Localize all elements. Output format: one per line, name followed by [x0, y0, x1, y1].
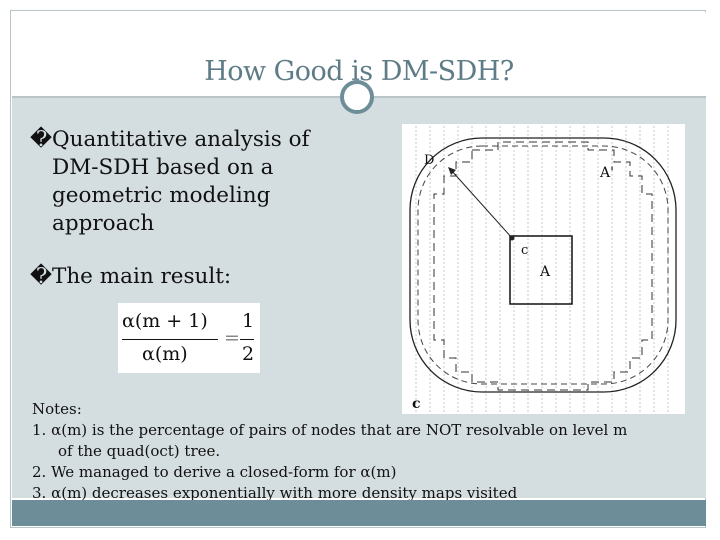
outer-boundary-shape	[409, 137, 677, 393]
bullet-main-result: �The main result:	[30, 263, 231, 291]
note-number: 2.	[32, 463, 47, 481]
bullet-text: geometric modeling	[52, 183, 271, 208]
label-c: c	[412, 396, 421, 412]
note-text: α(m) decreases exponentially with more d…	[51, 484, 518, 502]
stepped-region-outline	[433, 141, 653, 391]
bullet-text: Quantitative analysis of	[52, 127, 310, 152]
formula-numerator: α(m + 1)	[122, 310, 208, 332]
formula-denominator: α(m)	[142, 343, 188, 365]
note-continuation: of the quad(oct) tree.	[58, 442, 221, 460]
cell-a-box	[509, 235, 573, 305]
distance-line	[450, 169, 513, 239]
label-a: A	[539, 264, 551, 280]
geometric-model-diagram: D A' c A c	[409, 126, 677, 412]
formula-equals: =	[224, 327, 240, 349]
bullet-glyph-icon: �	[30, 264, 53, 289]
bullet-quantitative-analysis: �Quantitative analysis of DM-SDH based o…	[30, 126, 310, 238]
arrowhead-icon	[448, 167, 456, 175]
bullet-glyph-icon: �	[30, 127, 53, 152]
bullet-text: DM-SDH based on a	[52, 155, 274, 180]
note-number: 3.	[32, 484, 47, 502]
notes-item-1: 1. α(m) is the percentage of pairs of no…	[32, 420, 627, 441]
footer-bar	[12, 500, 706, 526]
corner-point	[509, 235, 515, 241]
notes-item-2: 2. We managed to derive a closed-form fo…	[32, 462, 627, 483]
label-a-prime: A'	[599, 165, 614, 181]
geometric-model-figure: D A' c A c	[402, 124, 685, 414]
bullet-text: approach	[52, 211, 155, 236]
formula-rhs-fraction-bar	[240, 339, 254, 340]
formula-main-result: α(m + 1) α(m) = 1 2	[118, 303, 260, 373]
formula-fraction-bar	[122, 339, 218, 340]
note-text: We managed to derive a closed-form for α…	[51, 463, 397, 481]
note-number: 1.	[32, 421, 47, 439]
bullet-text: The main result:	[52, 264, 232, 289]
circle-ornament-icon	[340, 80, 374, 114]
label-c-small: c	[521, 243, 528, 258]
notes-heading: Notes:	[32, 400, 82, 418]
formula-rhs-denominator: 2	[242, 343, 255, 365]
formula-rhs-numerator: 1	[242, 310, 255, 332]
notes-item-3: 3. α(m) decreases exponentially with mor…	[32, 483, 627, 504]
note-text: α(m) is the percentage of pairs of nodes…	[51, 421, 628, 439]
notes-section: Notes: 1. α(m) is the percentage of pair…	[32, 399, 627, 504]
inner-boundary-shape	[417, 145, 669, 385]
label-d: D	[424, 153, 434, 168]
